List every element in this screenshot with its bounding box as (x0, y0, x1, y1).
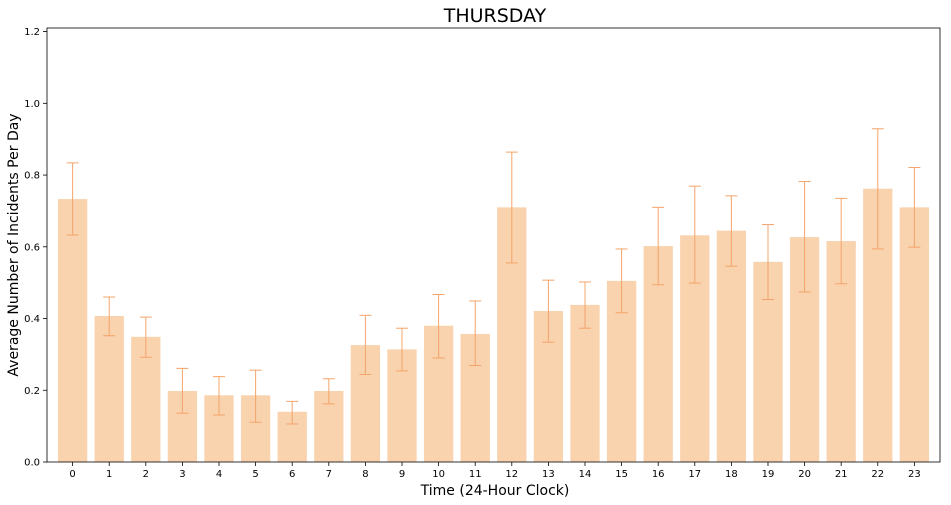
y-tick-label-4: 0.8 (24, 171, 40, 182)
bar-18 (716, 230, 747, 462)
y-axis-label: Average Number of Incidents Per Day (6, 113, 22, 376)
x-tick-label-17: 17 (688, 469, 701, 480)
x-tick-label-11: 11 (469, 469, 482, 480)
axes-layer: 0 1 2 3 4 5 6 7 8 9 10 11 12 13 14 15 16 17 18 19 20 21 22 230.… (24, 27, 941, 480)
plot-frame (46, 27, 941, 463)
x-tick-label-16: 16 (652, 469, 665, 480)
bar-1 (94, 316, 124, 462)
bar-0 (57, 199, 88, 462)
x-tick-label-12: 12 (505, 469, 518, 480)
x-tick-label-13: 13 (542, 469, 555, 480)
x-tick-label-6: 6 (289, 469, 295, 480)
x-tick-label-1: 1 (106, 469, 112, 480)
x-tick-label-2: 2 (143, 469, 149, 480)
x-axis-label: Time (24-Hour Clock) (420, 483, 570, 499)
x-tick-label-18: 18 (725, 469, 738, 480)
x-tick-label-20: 20 (798, 469, 811, 480)
x-tick-label-14: 14 (579, 469, 592, 480)
x-tick-label-21: 21 (835, 469, 848, 480)
chart-title: THURSDAY (443, 5, 547, 27)
x-tick-label-8: 8 (362, 469, 368, 480)
y-tick-label-2: 0.4 (24, 314, 40, 325)
bars-layer (57, 188, 930, 462)
bar-14 (570, 304, 600, 462)
x-tick-label-5: 5 (252, 469, 258, 480)
x-tick-label-0: 0 (69, 469, 75, 480)
x-tick-label-10: 10 (432, 469, 445, 480)
x-tick-label-15: 15 (615, 469, 628, 480)
y-tick-label-1: 0.2 (24, 386, 40, 397)
x-tick-label-7: 7 (326, 469, 332, 480)
bar-23 (899, 207, 930, 462)
x-tick-label-23: 23 (908, 469, 921, 480)
y-tick-label-3: 0.6 (24, 242, 40, 253)
x-tick-label-3: 3 (179, 469, 185, 480)
y-tick-label-6: 1.2 (24, 27, 40, 38)
error-bars-layer (66, 128, 921, 425)
y-tick-label-0: 0.0 (24, 458, 40, 469)
x-tick-label-19: 19 (762, 469, 775, 480)
x-tick-label-4: 4 (216, 469, 222, 480)
x-tick-label-9: 9 (399, 469, 405, 480)
y-tick-label-5: 1.0 (24, 99, 40, 110)
x-tick-label-22: 22 (871, 469, 884, 480)
